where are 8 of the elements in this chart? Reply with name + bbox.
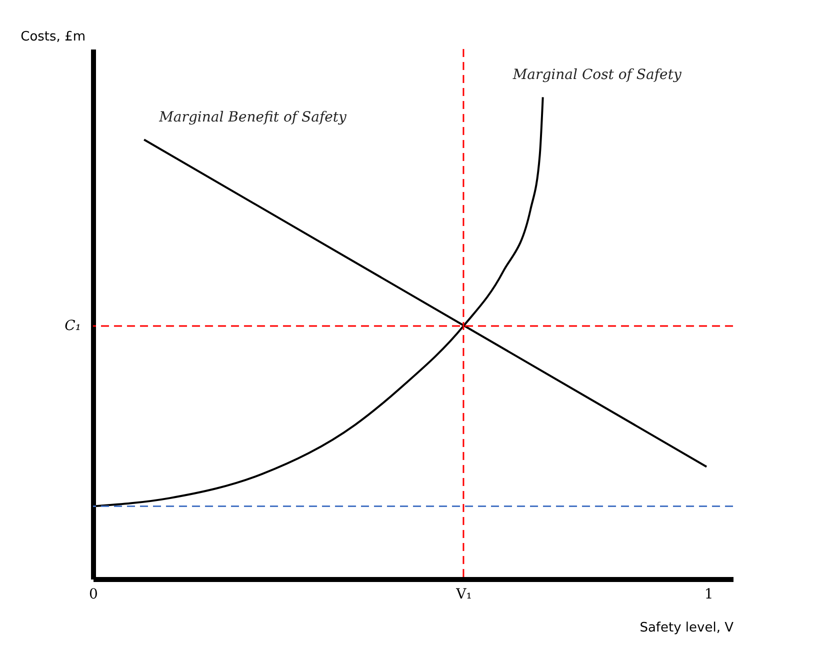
text: Marginal Cost of Safety	[512, 67, 682, 84]
x-axis-title: Safety level, V	[640, 620, 734, 636]
ref-line-label: C₁	[64, 318, 81, 334]
series-label: Marginal Benefit of Safety	[158, 110, 348, 126]
x-tick-label: 1	[704, 586, 714, 602]
x-tick-label: V₁	[455, 586, 472, 602]
y-axis-title: Costs, £m	[20, 30, 86, 44]
x-tick-label: 0	[89, 586, 98, 602]
